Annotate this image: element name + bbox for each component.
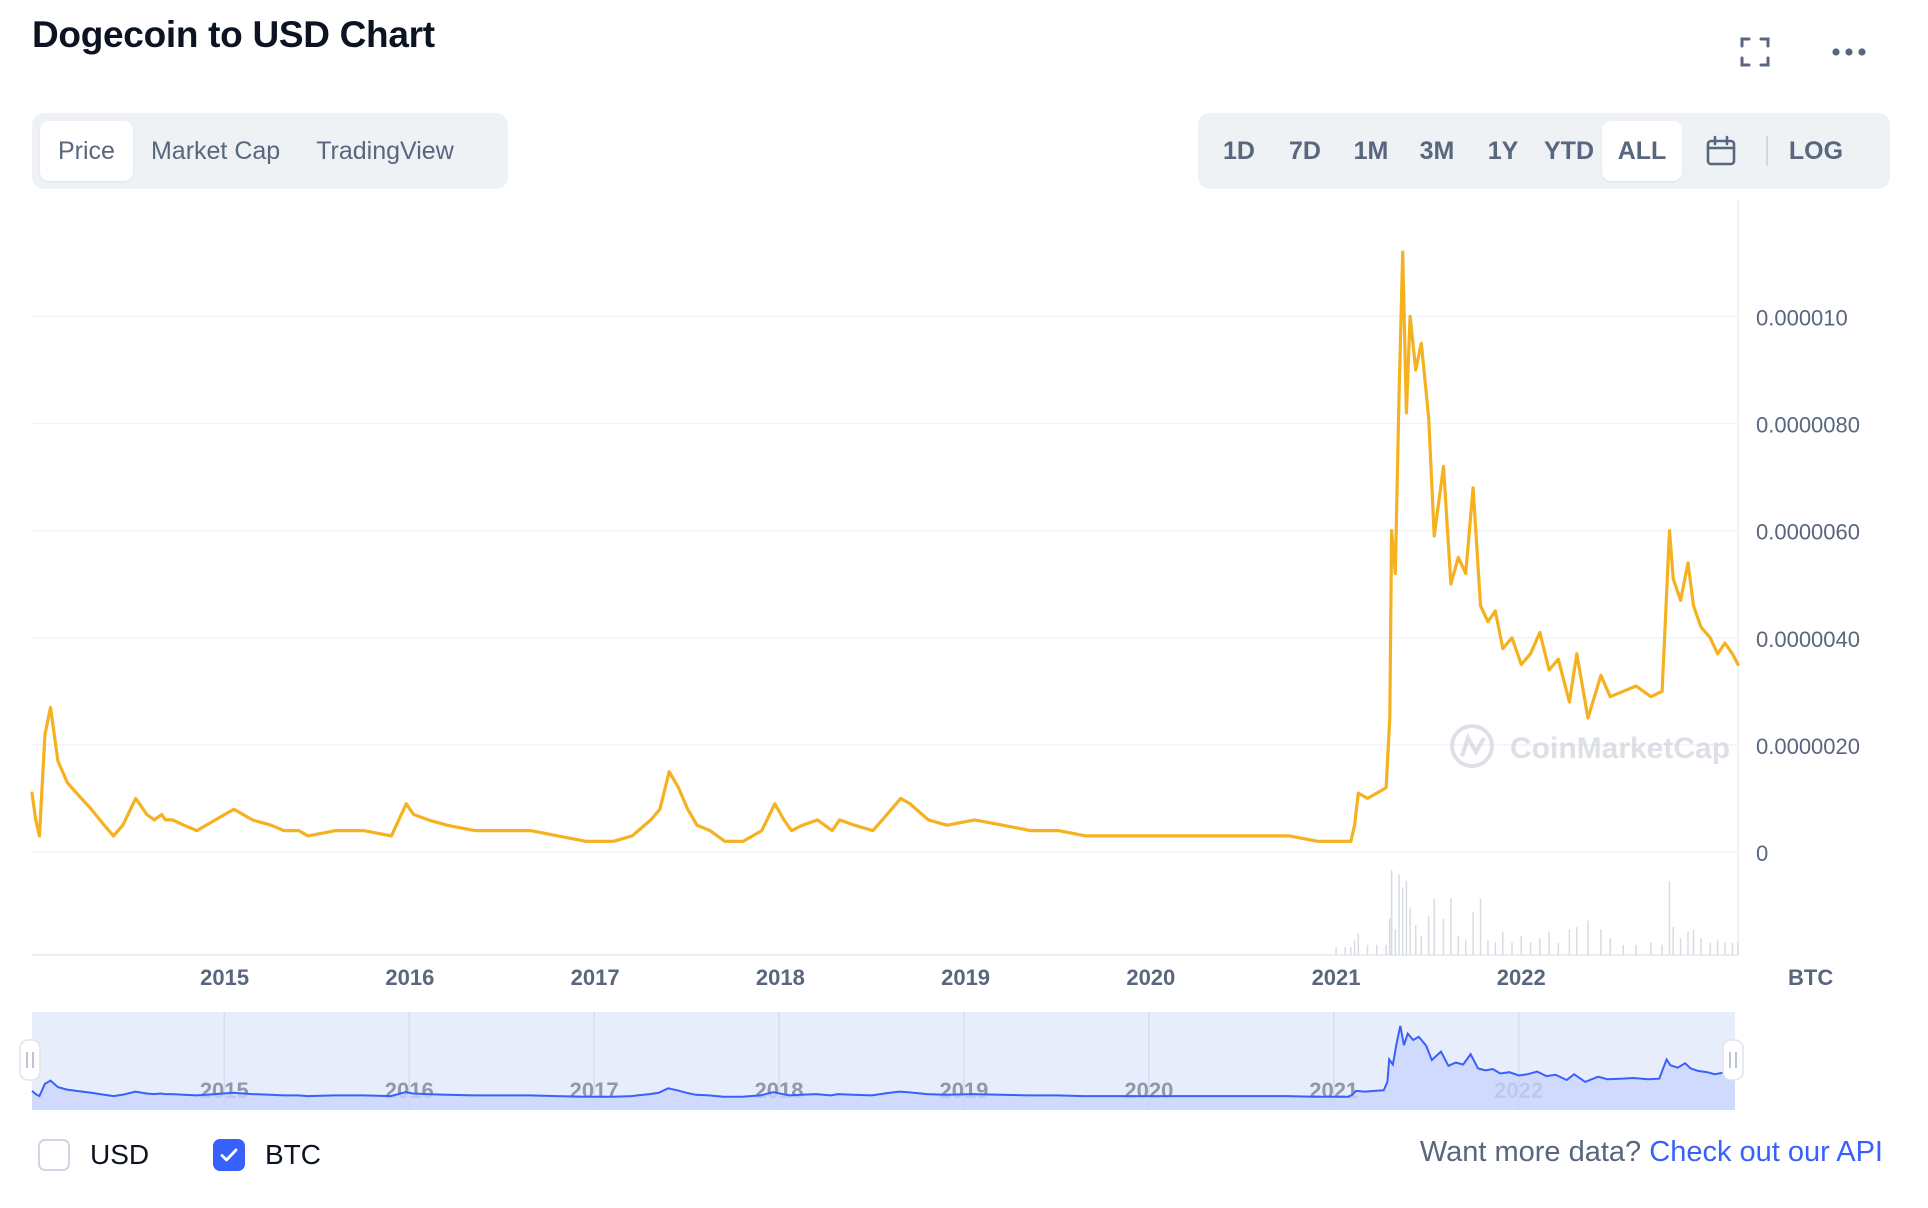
navigator-area xyxy=(32,1025,1735,1110)
api-prompt: Want more data? xyxy=(1419,1136,1642,1168)
x-tick-label: 2020 xyxy=(1126,965,1175,990)
range-all[interactable]: ALL xyxy=(1602,121,1682,181)
fullscreen-icon[interactable] xyxy=(1733,30,1777,74)
calendar-icon[interactable] xyxy=(1682,121,1760,181)
btc-label: BTC xyxy=(265,1139,321,1170)
range-ytd[interactable]: YTD xyxy=(1544,136,1594,165)
y-tick-label: 0.000010 xyxy=(1756,305,1848,330)
tab-market-cap[interactable]: Market Cap xyxy=(150,136,281,165)
navigator-handle-right[interactable] xyxy=(1722,1039,1744,1081)
navigator-handle-left[interactable] xyxy=(19,1039,41,1081)
x-tick-label: 2016 xyxy=(385,965,434,990)
range-1y[interactable]: 1Y xyxy=(1487,136,1519,165)
x-tick-label: 2015 xyxy=(200,965,249,990)
tab-price[interactable]: Price xyxy=(40,121,133,181)
y-tick-label: 0.0000040 xyxy=(1756,627,1860,652)
range-1m[interactable]: 1M xyxy=(1353,136,1389,165)
api-promo: Want more data? Check out our API xyxy=(1420,1136,1883,1169)
x-tick-label: 2018 xyxy=(756,965,805,990)
x-tick-label: 2021 xyxy=(1312,965,1361,990)
range-divider xyxy=(1766,136,1768,166)
api-link[interactable]: Check out our API xyxy=(1649,1136,1883,1168)
navigator-line xyxy=(31,1025,1736,1098)
checkmark-icon xyxy=(220,1148,238,1162)
btc-toggle[interactable]: BTC xyxy=(213,1130,321,1180)
x-tick-label: 2022 xyxy=(1497,965,1546,990)
usd-toggle[interactable]: USD xyxy=(38,1130,149,1180)
chart-type-tabs: Price Market Cap TradingView xyxy=(32,113,508,189)
y-tick-label: 0 xyxy=(1756,841,1768,866)
tab-tradingview[interactable]: TradingView xyxy=(316,136,454,165)
y-unit-label: BTC xyxy=(1788,965,1833,990)
range-1d[interactable]: 1D xyxy=(1223,136,1255,165)
page-title: Dogecoin to USD Chart xyxy=(32,14,435,55)
usd-checkbox[interactable] xyxy=(38,1139,70,1171)
y-tick-label: 0.0000060 xyxy=(1756,520,1860,545)
watermark-text: CoinMarketCap xyxy=(1510,732,1730,765)
y-tick-label: 0.0000080 xyxy=(1756,413,1860,438)
log-scale-toggle[interactable]: LOG xyxy=(1788,136,1844,165)
range-7d[interactable]: 7D xyxy=(1289,136,1321,165)
more-options-icon[interactable] xyxy=(1827,30,1871,74)
y-tick-label: 0.0000020 xyxy=(1756,734,1860,759)
price-line-btc[interactable] xyxy=(30,250,1740,843)
x-tick-label: 2017 xyxy=(571,965,620,990)
time-range-tabs: 1D 7D 1M 3M 1Y YTD ALL LOG xyxy=(1198,113,1890,189)
btc-checkbox[interactable] xyxy=(213,1139,245,1171)
x-tick-label: 2019 xyxy=(941,965,990,990)
price-chart[interactable]: 0 0.0000020 0.0000040 0.0000060 0.0000080 0.0… xyxy=(0,200,1928,1120)
range-3m[interactable]: 3M xyxy=(1419,136,1455,165)
usd-label: USD xyxy=(90,1139,150,1170)
coinmarketcap-watermark: CoinMarketCap xyxy=(1450,724,1730,768)
